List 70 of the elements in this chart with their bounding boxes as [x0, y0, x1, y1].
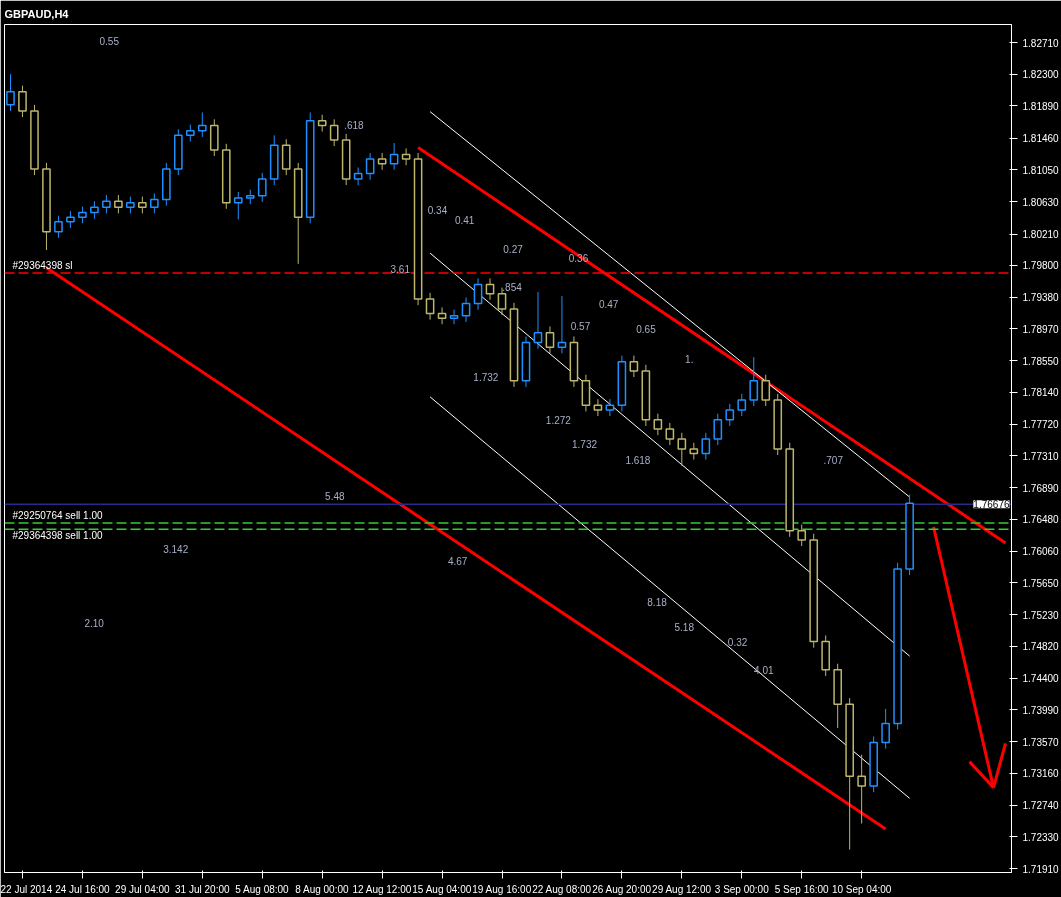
x-tick-label: 5 Aug 08:00: [235, 883, 290, 895]
y-tick-label: 1.76060: [1022, 546, 1060, 558]
x-tick-label: 12 Aug 12:00: [352, 883, 412, 895]
y-tick-label: 1.74820: [1022, 641, 1060, 653]
x-tick-label: 5 Sep 16:00: [774, 883, 830, 895]
x-tick-label: 26 Aug 20:00: [592, 883, 652, 895]
y-tick-label: 1.77720: [1022, 419, 1060, 431]
annotation: 1.618: [625, 455, 651, 467]
annotation: .618: [344, 119, 365, 131]
annotation: 3.142: [163, 543, 189, 555]
y-tick-label: 1.79380: [1022, 292, 1060, 304]
annotation: 0.34: [427, 205, 448, 217]
y-tick-label: 1.75650: [1022, 577, 1060, 589]
y-tick-label: 1.75230: [1022, 609, 1060, 621]
y-tick-label: 1.77310: [1022, 450, 1060, 462]
annotation: 5.48: [325, 490, 345, 502]
x-tick-label: 24 Jul 16:00: [55, 883, 111, 895]
annotation: 0.65: [636, 323, 657, 335]
y-tick-label: 1.81050: [1022, 164, 1060, 176]
x-tick-label: 10 Sep 04:00: [831, 883, 892, 895]
y-tick-label: 1.74400: [1022, 673, 1060, 685]
ref-line-label: #29364398 sl: [12, 260, 73, 272]
annotation: 0.41: [454, 214, 475, 226]
annotation: 0.55: [99, 36, 120, 48]
x-tick-label: 3 Sep 00:00: [714, 883, 770, 895]
annotation: 3.61: [390, 263, 411, 275]
y-tick-label: 1.76890: [1022, 482, 1060, 494]
y-tick-label: 1.72740: [1022, 800, 1060, 812]
y-tick-label: 1.81460: [1022, 133, 1060, 145]
y-tick-label: 1.78970: [1022, 323, 1060, 335]
y-tick-label: 1.73990: [1022, 704, 1060, 716]
annotation: 1.732: [473, 372, 499, 384]
x-tick-label: 22 Jul 2014: [0, 883, 53, 895]
annotation: 1.: [685, 353, 694, 365]
y-tick-label: 1.81890: [1022, 100, 1060, 112]
annotation: 0.27: [503, 244, 524, 256]
ref-line-label: 1.76676: [973, 499, 1010, 511]
chart-title: GBPAUD,H4: [4, 7, 70, 20]
y-tick-label: 1.82300: [1022, 69, 1060, 81]
y-tick-label: 1.73160: [1022, 768, 1060, 780]
y-tick-label: 1.76480: [1022, 514, 1060, 526]
y-tick-label: 1.73570: [1022, 736, 1060, 748]
y-tick-label: 1.79800: [1022, 260, 1060, 272]
x-tick-label: 29 Aug 12:00: [652, 883, 712, 895]
annotation: 4.67: [447, 556, 468, 568]
y-tick-label: 1.82710: [1022, 37, 1060, 49]
annotation: 8.18: [647, 596, 668, 608]
x-tick-label: 31 Jul 20:00: [175, 883, 230, 895]
x-tick-label: 22 Aug 08:00: [532, 883, 592, 895]
y-tick-label: 1.78140: [1022, 387, 1060, 399]
annotation: 1.272: [545, 414, 572, 426]
y-tick-label: 1.78550: [1022, 355, 1060, 367]
y-tick-label: 1.80210: [1022, 229, 1060, 241]
y-tick-label: 1.72330: [1022, 831, 1060, 843]
x-tick-label: 29 Jul 04:00: [115, 883, 171, 895]
y-tick-label: 1.71910: [1022, 863, 1060, 875]
annotation: 1.732: [572, 439, 598, 451]
annotation: 0.32: [727, 636, 748, 648]
annotation: 0.57: [570, 321, 591, 333]
annotation: .707: [823, 455, 844, 467]
annotation: 5.18: [674, 621, 695, 633]
annotation: 2.10: [84, 618, 105, 630]
x-tick-label: 19 Aug 16:00: [472, 883, 532, 895]
annotation: .854: [502, 282, 523, 294]
y-tick-label: 1.80630: [1022, 196, 1060, 208]
annotation: 0.47: [598, 299, 619, 311]
x-tick-label: 8 Aug 00:00: [295, 883, 350, 895]
x-tick-label: 15 Aug 04:00: [412, 883, 472, 895]
ref-line-label: #29250764 sell 1.00: [12, 510, 104, 522]
ref-line-label: #29364398 sell 1.00: [12, 530, 104, 542]
